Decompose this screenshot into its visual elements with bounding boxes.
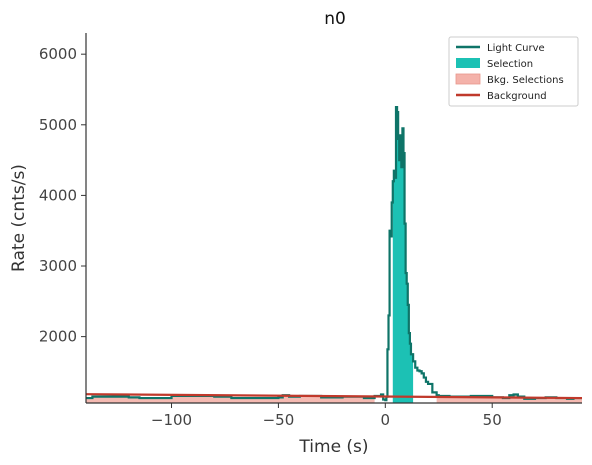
- y-axis-label: Rate (cnts/s): [9, 164, 29, 272]
- y-tick-label: 5000: [39, 116, 77, 134]
- x-axis-label: Time (s): [298, 437, 368, 457]
- light-curve-line: [86, 106, 582, 402]
- legend-swatch: [455, 73, 481, 85]
- y-ticks: 2000 3000 4000 5000 6000: [39, 45, 86, 346]
- legend-label: Bkg. Selections: [487, 75, 564, 86]
- legend-frame: [448, 36, 579, 107]
- chart-title: n0: [324, 9, 346, 29]
- background-fit-layer: [85, 393, 583, 400]
- x-tick-label: −100: [151, 411, 192, 429]
- x-ticks: −100 −50 0 50: [151, 403, 502, 429]
- x-tick-label: 50: [483, 411, 502, 429]
- legend-items: Light Curve Selection Bkg. Selections Backg…: [455, 43, 564, 102]
- background-fit-line: [85, 393, 583, 400]
- light-curve-layer: [86, 106, 582, 402]
- y-tick-label: 3000: [39, 257, 77, 275]
- y-tick-label: 2000: [39, 328, 77, 346]
- y-tick-label: 6000: [39, 45, 77, 63]
- legend-label: Light Curve: [487, 43, 545, 54]
- legend: Light Curve Selection Bkg. Selections Backg…: [448, 36, 579, 107]
- legend-label: Selection: [487, 59, 533, 70]
- y-tick-label: 4000: [39, 186, 77, 204]
- x-tick-label: 0: [381, 411, 391, 429]
- legend-swatch: [456, 58, 480, 68]
- x-tick-label: −50: [263, 411, 295, 429]
- legend-label: Background: [487, 91, 547, 102]
